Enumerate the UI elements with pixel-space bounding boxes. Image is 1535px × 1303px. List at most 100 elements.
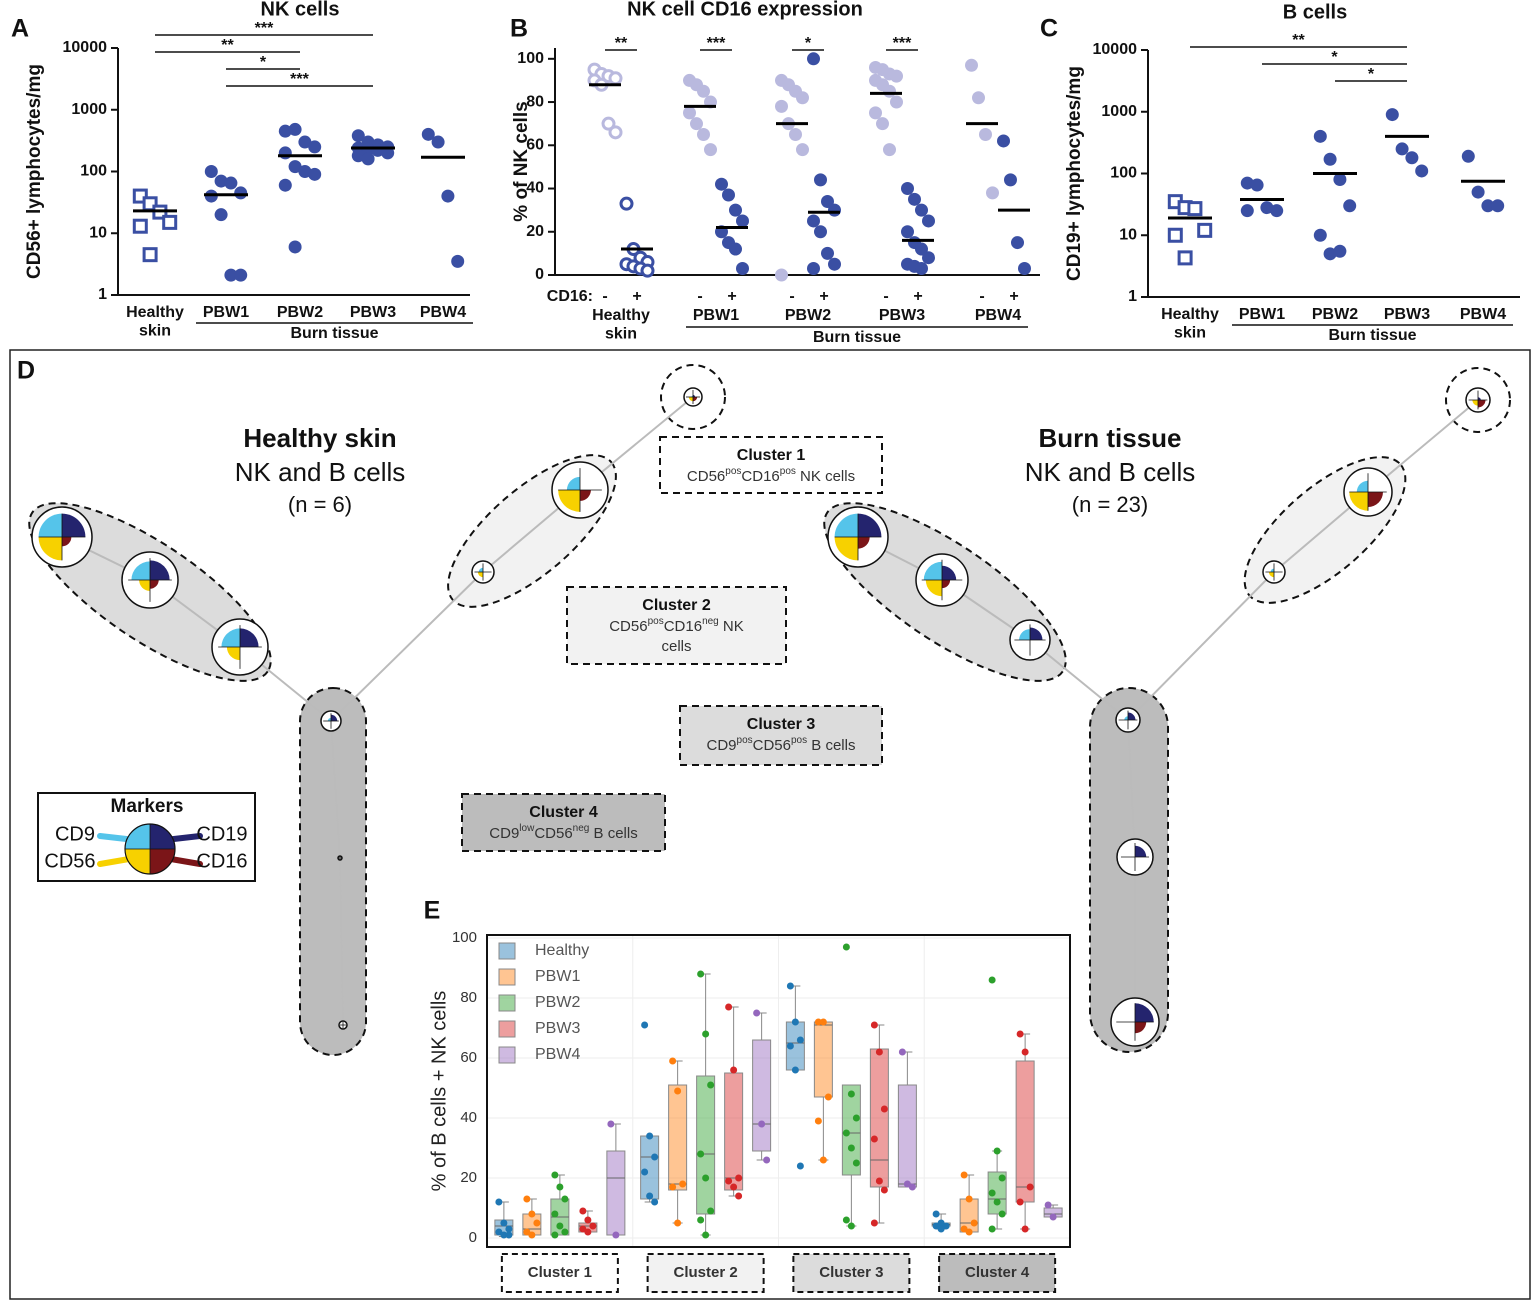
y-tick-label: 20 [526, 223, 544, 240]
description-segment: CD9 [707, 737, 737, 754]
point [735, 1174, 743, 1182]
box [752, 1039, 772, 1152]
glyph-quadrant [131, 561, 150, 580]
point [697, 970, 705, 978]
point [702, 1231, 710, 1239]
cluster-box [679, 705, 883, 766]
point [646, 1192, 654, 1200]
x-tick-label: Healthy skin [126, 304, 184, 339]
chart-title: NK cell CD16 expression [627, 0, 863, 20]
point [901, 225, 914, 239]
tree-title: Healthy skin [243, 423, 396, 453]
point [1343, 199, 1357, 213]
point [533, 1219, 541, 1227]
marker-label: CD56 [44, 850, 95, 872]
point [993, 1147, 1001, 1155]
cluster-name: Cluster 4 [529, 804, 598, 821]
point [908, 192, 921, 206]
glyph-quadrant [580, 490, 591, 501]
point [1167, 227, 1183, 243]
point [1323, 152, 1337, 166]
significance-label: * [805, 35, 812, 52]
x-tick-label: Cluster 2 [674, 1264, 738, 1281]
description-segment: pos [737, 735, 753, 746]
point [986, 186, 999, 200]
point [651, 1198, 659, 1206]
glyph-quadrant [1478, 400, 1486, 408]
point [224, 176, 238, 190]
point [651, 1153, 659, 1161]
point [890, 69, 903, 83]
point [807, 262, 820, 276]
point [288, 122, 302, 136]
point [1260, 201, 1274, 215]
x-tick-label: PBW4 [420, 304, 466, 321]
legend-glyph-outline [124, 823, 176, 875]
point [1021, 1048, 1029, 1056]
tree-subtitle: NK and B cells [1025, 457, 1196, 487]
tree-edge [339, 857, 344, 1026]
glyph-quadrant [150, 824, 175, 849]
panel-letter: B [510, 15, 528, 43]
y-tick-label: 10000 [1093, 41, 1138, 58]
description-segment: CD16 [664, 618, 702, 635]
point [697, 1150, 705, 1158]
glyph-quadrant [1472, 400, 1478, 406]
x-tick-label: PBW4 [975, 307, 1021, 324]
point [979, 127, 992, 141]
point [998, 1210, 1006, 1218]
point [1049, 1213, 1057, 1221]
point [901, 182, 914, 196]
point [932, 1210, 940, 1218]
point [561, 1228, 569, 1236]
point [561, 1195, 569, 1203]
point [278, 124, 292, 138]
x-tick-label: Cluster 1 [528, 1264, 592, 1281]
point [697, 127, 710, 141]
point [965, 58, 978, 72]
point [361, 152, 375, 166]
point [1461, 149, 1475, 163]
category-box [500, 1253, 619, 1293]
point [674, 1087, 682, 1095]
glyph-quadrant [331, 714, 338, 721]
point [915, 242, 928, 256]
point [883, 84, 896, 98]
subgroup-tick-label: + [632, 288, 641, 305]
glyph-quadrant [477, 572, 483, 578]
point [132, 218, 148, 234]
text-line: skin [1174, 325, 1206, 342]
point [876, 117, 889, 131]
description-segment: CD56 [609, 618, 647, 635]
glyph-quadrant [150, 849, 175, 874]
point [551, 1231, 559, 1239]
point [807, 214, 820, 228]
point [556, 1222, 564, 1230]
legend-swatch [498, 968, 516, 986]
description-segment: CD56 [534, 825, 572, 842]
tree-edge [330, 571, 484, 722]
subgroup-tick-label: + [1009, 288, 1018, 305]
description-segment: pos [780, 466, 796, 477]
tree-edge [330, 720, 341, 859]
point [842, 1129, 850, 1137]
point [641, 1021, 649, 1029]
tree-edge [1127, 719, 1136, 858]
x-tick-label: PBW3 [350, 304, 396, 321]
point [1016, 1198, 1024, 1206]
significance-label: ** [615, 35, 628, 52]
x-tick-label: PBW2 [277, 304, 323, 321]
x-tick-label: Cluster 4 [965, 1264, 1030, 1281]
glyph-quadrant [1368, 492, 1383, 507]
category-box [938, 1253, 1057, 1293]
point [1021, 1225, 1029, 1233]
point [142, 247, 158, 263]
point [988, 1225, 996, 1233]
point [1240, 204, 1254, 218]
description-segment: CD9 [489, 825, 519, 842]
point [852, 1159, 860, 1167]
point [1026, 1183, 1034, 1191]
point [702, 1030, 710, 1038]
y-axis-label: CD56+ lymphocytes/mg [24, 64, 45, 279]
